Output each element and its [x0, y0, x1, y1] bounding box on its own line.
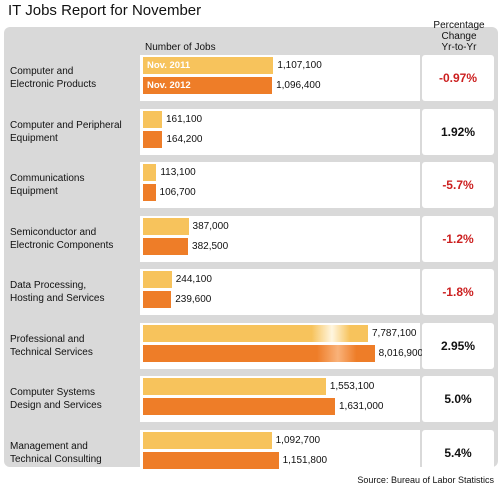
- value-label: 382,500: [192, 240, 229, 252]
- bar-nov-2012: [143, 130, 163, 148]
- bar-nov-2011: [143, 57, 274, 74]
- category-label: Computer and Electronic Products: [10, 55, 140, 101]
- category-label-line: Technical Consulting: [10, 453, 102, 465]
- category-label-line: Equipment: [10, 132, 58, 144]
- category-label-line: Management and: [10, 440, 88, 452]
- bar-nov-2012: [143, 451, 279, 469]
- bar-nov-2012: [143, 237, 189, 255]
- value-label: 239,600: [175, 294, 212, 305]
- category-label-text: Computer Systems Design and Services: [10, 386, 102, 412]
- bar-nov-2011: [143, 324, 368, 342]
- category-label-line: Semiconductor and: [10, 226, 97, 238]
- bar-nov-2012: [143, 184, 156, 201]
- pct-change-header: Percentage Change Yr-to-Yr: [420, 20, 498, 53]
- category-label: Computer and Peripheral Equipment: [10, 109, 140, 155]
- bar-nov-2012: [143, 398, 335, 415]
- category-label: Data Processing, Hosting and Services: [10, 269, 140, 315]
- row-bar-background: [140, 162, 420, 208]
- category-label-line: Computer Systems: [10, 387, 96, 398]
- value-label: 244,100: [175, 274, 212, 285]
- category-label-line: Professional and: [10, 333, 85, 345]
- category-label-line: Design and Services: [10, 400, 102, 411]
- pct-change-value: 5.4%: [422, 429, 494, 476]
- value-label: 1,092,700: [275, 434, 321, 446]
- category-label-line: Electronic Products: [10, 79, 97, 90]
- value-label: 1,151,800: [282, 454, 328, 466]
- category-label: Professional and Technical Services: [10, 323, 140, 369]
- bar-nov-2012: [143, 77, 273, 94]
- category-label-line: Data Processing,: [10, 280, 87, 291]
- value-label: 1,631,000: [339, 401, 384, 412]
- row-bar-background: [140, 269, 420, 315]
- chart-title: IT Jobs Report for November: [8, 2, 202, 19]
- pct-change-value: -1.8%: [422, 269, 494, 315]
- bar-nov-2012: [143, 344, 375, 362]
- pct-header-line-2: Change: [441, 31, 477, 42]
- bar-nov-2011: [143, 217, 189, 235]
- category-label-text: Management and Technical Consulting: [10, 440, 102, 466]
- value-label: 8,016,900: [378, 347, 424, 359]
- pct-change-value: -1.2%: [422, 215, 494, 262]
- category-label-text: Data Processing, Hosting and Services: [10, 279, 105, 305]
- category-label-line: Computer and: [10, 66, 74, 77]
- category-label-line: Hosting and Services: [10, 293, 105, 304]
- pct-header-line-3: Yr-to-Yr: [441, 42, 477, 53]
- bar-nov-2011: [143, 164, 157, 181]
- value-label: 1,553,100: [329, 381, 375, 392]
- series-label: Nov. 2012: [147, 80, 191, 91]
- pct-change-value: 1.92%: [422, 108, 494, 155]
- category-label-line: Communications: [10, 173, 85, 184]
- category-label: Communications Equipment: [10, 162, 140, 208]
- pct-change-value: 2.95%: [422, 322, 494, 369]
- value-label: 161,100: [165, 113, 203, 125]
- column-header: Number of Jobs: [145, 42, 216, 53]
- bar-nov-2012: [143, 291, 172, 308]
- pct-header-line-1: Percentage: [433, 20, 485, 31]
- row-bar-background: [140, 108, 420, 155]
- category-label: Semiconductor and Electronic Components: [10, 216, 140, 262]
- category-label-line: Electronic Components: [10, 239, 114, 251]
- category-label-text: Semiconductor and Electronic Components: [10, 226, 113, 252]
- value-label: 113,100: [160, 167, 196, 178]
- pct-change-value: 5.0%: [422, 376, 494, 422]
- series-label: Nov. 2011: [147, 60, 191, 71]
- pct-change-value: -5.7%: [422, 162, 494, 208]
- source-note: Source: Bureau of Labor Statistics: [357, 475, 494, 485]
- category-label: Computer Systems Design and Services: [10, 376, 140, 422]
- category-label-text: Computer and Peripheral Equipment: [10, 119, 122, 145]
- category-label-text: Computer and Electronic Products: [10, 65, 96, 91]
- bar-nov-2011: [143, 431, 272, 449]
- value-label: 387,000: [192, 220, 229, 232]
- value-label: 7,787,100: [372, 327, 417, 339]
- pct-change-value: -0.97%: [422, 55, 494, 101]
- category-label-line: Equipment: [10, 186, 58, 197]
- category-label-text: Communications Equipment: [10, 172, 84, 198]
- value-label: 1,096,400: [276, 80, 321, 91]
- value-label: 106,700: [159, 187, 196, 198]
- category-label-line: Computer and Peripheral: [10, 119, 122, 131]
- bar-nov-2011: [143, 271, 172, 288]
- category-label-line: Technical Services: [10, 346, 93, 358]
- value-label: 164,200: [166, 133, 203, 145]
- category-label-text: Professional and Technical Services: [10, 333, 93, 359]
- bar-nov-2011: [143, 110, 162, 128]
- category-label: Management and Technical Consulting: [10, 430, 140, 476]
- value-label: 1,107,100: [277, 60, 322, 71]
- bar-nov-2011: [143, 378, 326, 395]
